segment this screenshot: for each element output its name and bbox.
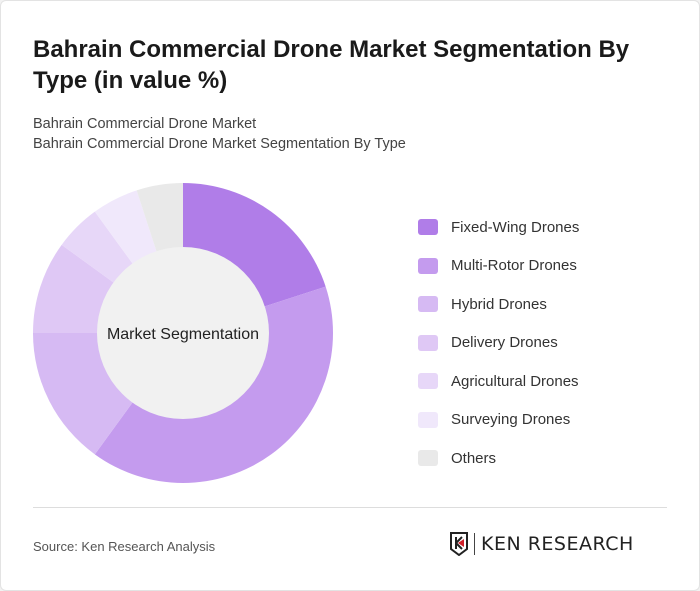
legend-item[interactable]: Others [418,439,579,478]
legend-label: Multi-Rotor Drones [451,257,577,275]
legend-item[interactable]: Delivery Drones [418,324,579,363]
legend-swatch [418,411,438,428]
legend-swatch [418,219,438,236]
legend-swatch [418,373,438,390]
center-label: Market Segmentation [107,326,259,343]
legend-label: Agricultural Drones [451,372,579,390]
legend-label: Delivery Drones [451,334,558,352]
subtitle-segmentation: Bahrain Commercial Drone Market Segmenta… [33,136,406,152]
logo-text: KEN RESEARCH [481,533,634,555]
legend-item[interactable]: Surveying Drones [418,401,579,440]
legend-swatch [418,334,438,351]
legend-label: Surveying Drones [451,411,571,429]
donut-chart: Market Segmentation [33,183,333,483]
donut-center [97,247,269,419]
legend-swatch [418,296,438,313]
legend-item[interactable]: Agricultural Drones [418,362,579,401]
ken-logo-icon [450,532,468,556]
divider [33,507,667,508]
chart-title: Bahrain Commercial Drone Market Segmenta… [33,36,630,94]
legend-item[interactable]: Hybrid Drones [418,285,579,324]
logo-divider [474,533,475,555]
legend-item[interactable]: Multi-Rotor Drones [418,247,579,286]
subtitle-market: Bahrain Commercial Drone Market [33,116,257,132]
legend-label: Others [451,449,497,467]
legend: Fixed-Wing Drones Multi-Rotor Drones Hybri… [418,208,579,478]
legend-label: Fixed-Wing Drones [451,218,580,236]
legend-item[interactable]: Fixed-Wing Drones [418,208,579,247]
legend-label: Hybrid Drones [451,295,547,313]
legend-swatch [418,257,438,274]
ken-research-logo: KEN RESEARCH [449,532,634,556]
source-note: Source: Ken Research Analysis [33,539,216,554]
legend-swatch [418,450,438,467]
